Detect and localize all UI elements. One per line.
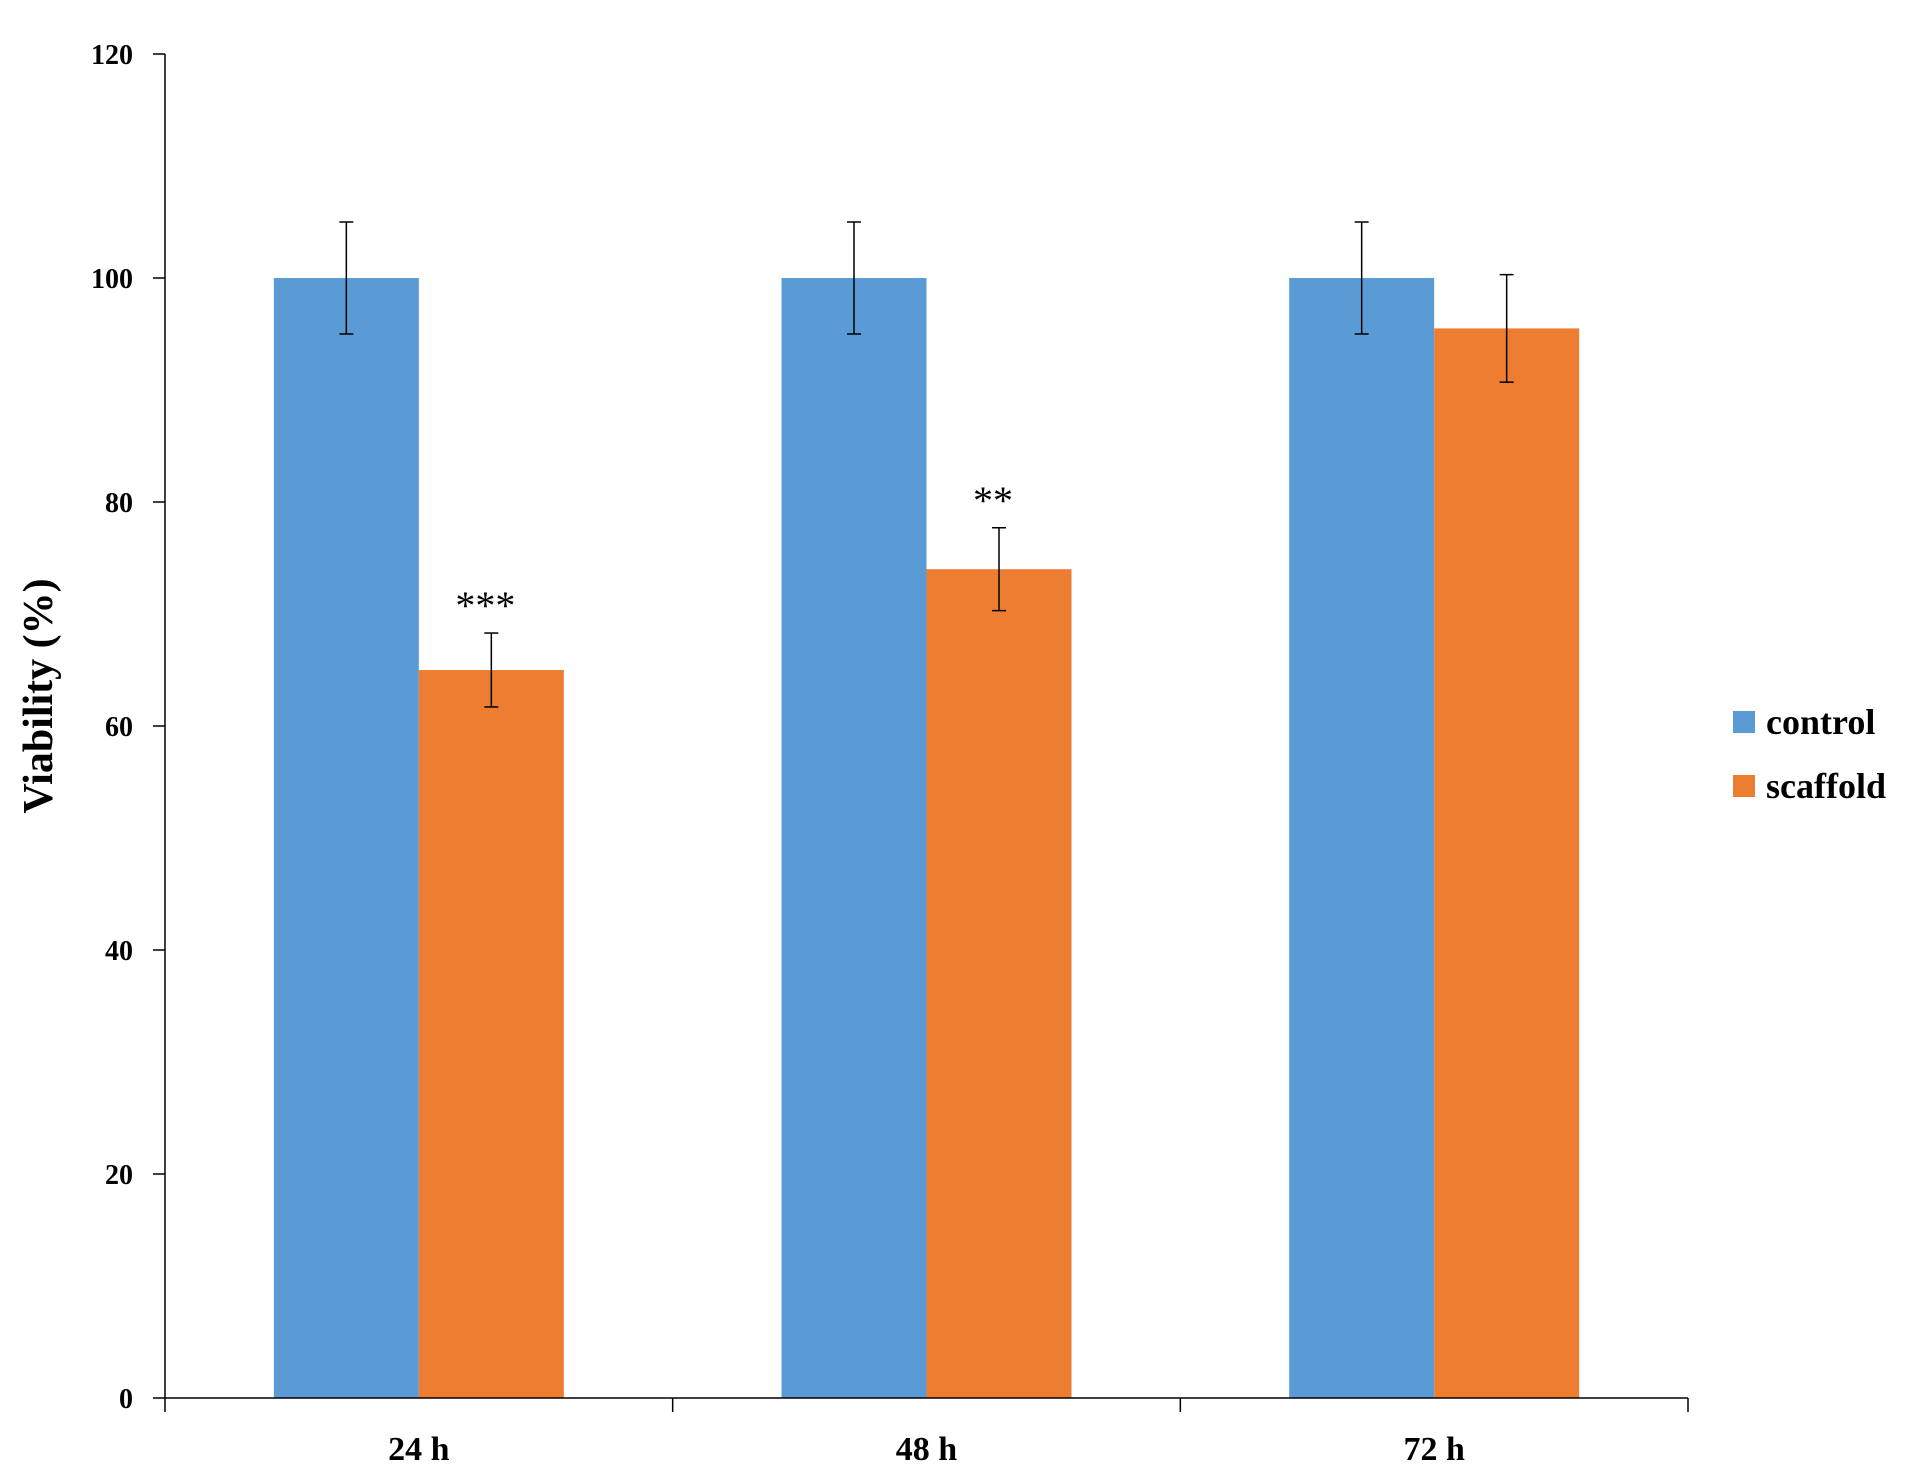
y-tick-label: 20 xyxy=(105,1160,133,1191)
bar-control xyxy=(781,278,927,1398)
error-bars-group xyxy=(339,221,1514,708)
x-tick-label: 48 h xyxy=(896,1431,958,1468)
bar-control xyxy=(273,278,419,1398)
x-axis-ticks: 24 h 48 h 72 h xyxy=(164,1398,1689,1468)
bar-scaffold xyxy=(926,569,1072,1398)
y-tick-label: 80 xyxy=(105,488,133,519)
legend-label-scaffold: scaffold xyxy=(1766,766,1886,806)
x-tick-label: 24 h xyxy=(388,1431,450,1468)
bar-scaffold xyxy=(418,670,564,1398)
y-tick-label: 60 xyxy=(105,712,133,743)
plot-area: ***** xyxy=(273,221,1580,1398)
x-tick-label: 72 h xyxy=(1403,1431,1465,1468)
y-tick-label: 100 xyxy=(91,264,133,295)
y-axis-ticks: 0 20 40 60 80 100 120 xyxy=(91,40,165,1415)
legend-label-control: control xyxy=(1766,702,1875,742)
legend-swatch-scaffold xyxy=(1733,775,1755,797)
significance-annotation: *** xyxy=(455,583,515,628)
bar-control xyxy=(1289,278,1435,1398)
annotations-group: ***** xyxy=(455,478,1013,628)
significance-annotation: ** xyxy=(973,478,1013,523)
bar-scaffold xyxy=(1434,328,1580,1398)
y-tick-label: 40 xyxy=(105,936,133,967)
legend-swatch-control xyxy=(1733,711,1755,733)
y-axis-title: Viability (%) xyxy=(16,578,62,813)
y-tick-label: 120 xyxy=(91,40,133,71)
y-tick-label: 0 xyxy=(119,1384,133,1415)
bars-group xyxy=(273,278,1580,1398)
legend: control scaffold xyxy=(1733,702,1886,806)
